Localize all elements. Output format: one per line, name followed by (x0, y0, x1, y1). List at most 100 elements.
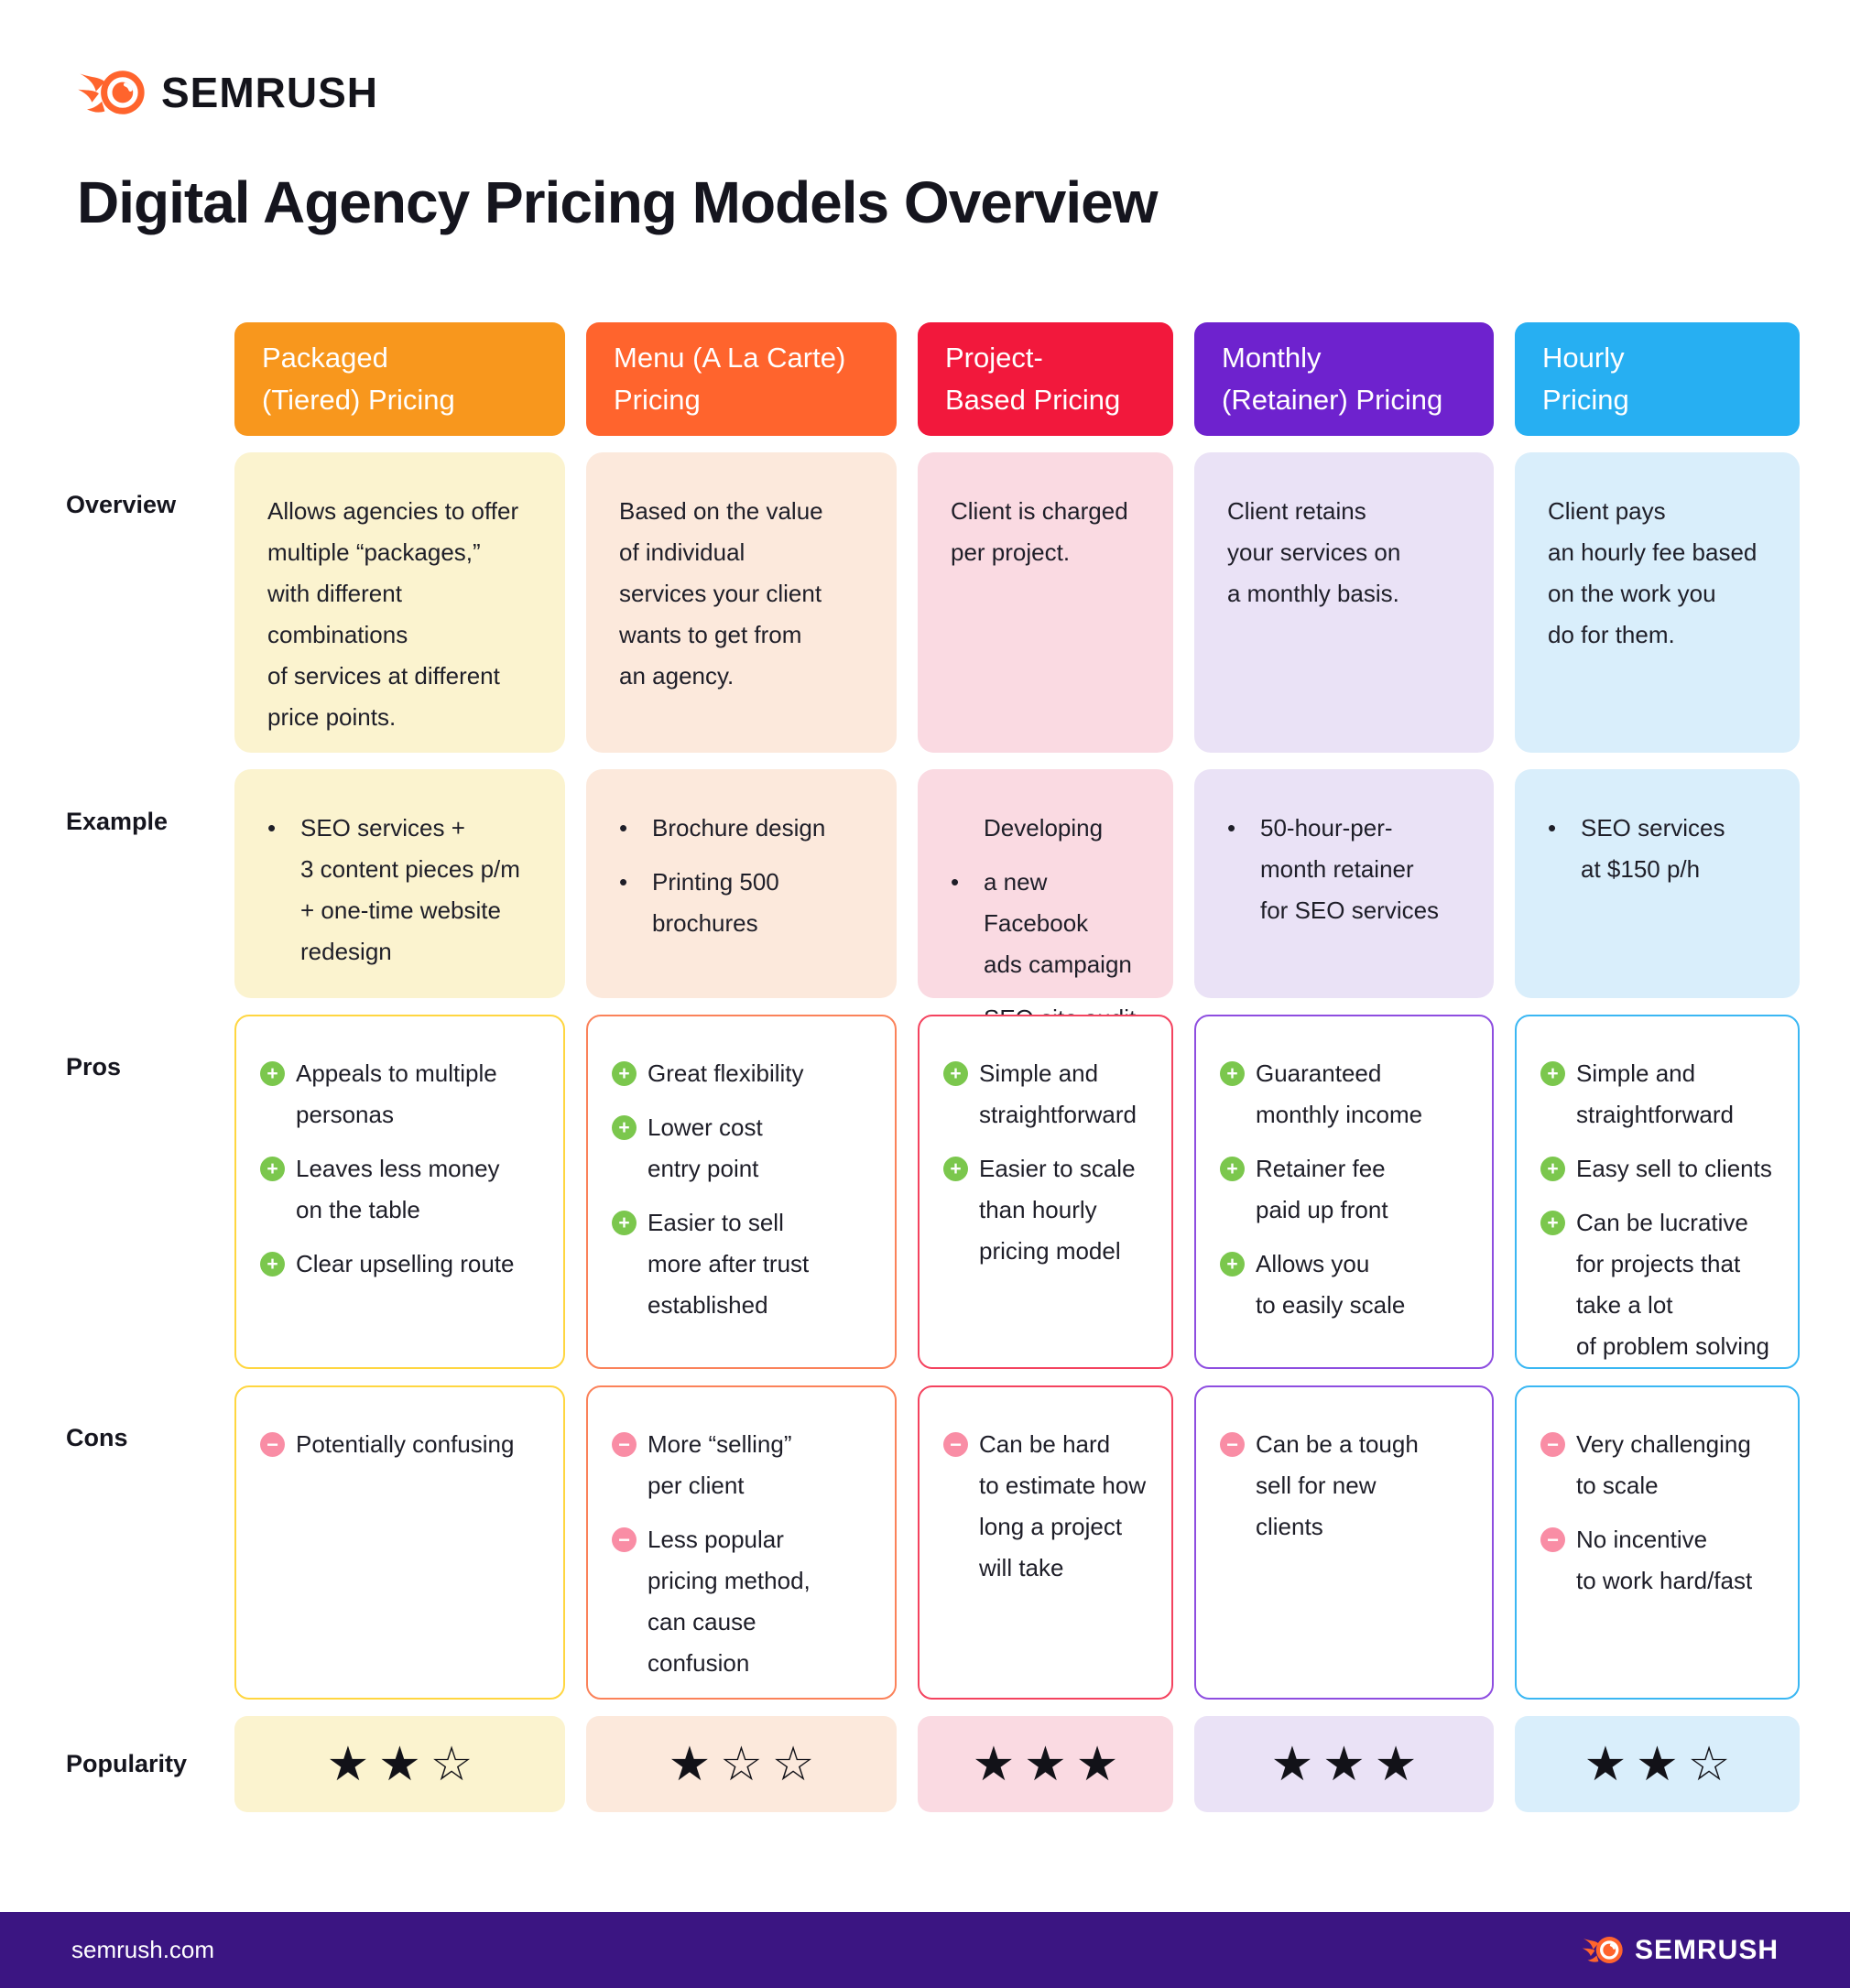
bullet-icon (951, 808, 973, 849)
popularity-cell: ★★★ (918, 1716, 1173, 1813)
example-cell: • SEO services at $150 p/h (1515, 769, 1800, 999)
list-item: Developing (951, 808, 1149, 849)
row-label-example: Example (66, 808, 169, 836)
plus-icon (260, 1252, 285, 1277)
popularity-cell: ★★★ (1194, 1716, 1494, 1813)
row-label-pros: Pros (66, 1053, 122, 1081)
bullet-icon: • (619, 814, 628, 842)
list-item: • Printing 500 brochures (619, 862, 873, 944)
pros-card: Guaranteed monthly income Retainer fee p… (1194, 1015, 1494, 1370)
star-rating: ★★☆ (326, 1737, 483, 1791)
footer: semrush.com SEMRUSH (0, 1912, 1850, 1988)
bullet-icon: • (1227, 814, 1236, 842)
row-label-cons: Cons (66, 1424, 128, 1452)
minus-icon (1540, 1432, 1565, 1458)
pro-item: Great flexibility (612, 1053, 875, 1094)
plus-icon (612, 1211, 637, 1236)
overview-cell: Client is charged per project. (918, 452, 1173, 754)
pros-card: Simple and straightforward Easy sell to … (1515, 1015, 1800, 1370)
example-cell: • Brochure design • Printing 500 brochures (586, 769, 897, 999)
cons-card: Can be a tough sell for new clients (1194, 1385, 1494, 1700)
overview-cell: Client retains your services on a monthl… (1194, 452, 1494, 754)
list-item: • Brochure design (619, 808, 873, 849)
semrush-flame-icon (78, 71, 145, 114)
column-header-packaged-tiered: Packaged (Tiered) Pricing (234, 322, 565, 437)
plus-icon (1540, 1157, 1565, 1182)
example-cell: • SEO services + 3 content pieces p/m + o… (234, 769, 565, 999)
pro-item: Simple and straightforward (943, 1053, 1151, 1135)
cons-card: Potentially confusing (234, 1385, 565, 1700)
star-rating: ★★★ (1270, 1737, 1427, 1791)
plus-icon (260, 1157, 285, 1182)
star-rating: ★☆☆ (668, 1737, 824, 1791)
pro-item: Simple and straightforward (1540, 1053, 1778, 1135)
semrush-logo-footer: SEMRUSH (1582, 1935, 1779, 1966)
pro-item: Allows you to easily scale (1220, 1244, 1472, 1326)
pro-item: Easier to sell more after trust establis… (612, 1202, 875, 1326)
plus-icon (612, 1061, 637, 1087)
plus-icon (1540, 1061, 1565, 1087)
minus-icon (1220, 1432, 1245, 1458)
footer-url[interactable]: semrush.com (71, 1936, 215, 1963)
star-rating: ★★☆ (1583, 1737, 1740, 1791)
overview-cell: Allows agencies to offer multiple “packa… (234, 452, 565, 754)
plus-icon (1220, 1061, 1245, 1087)
minus-icon (612, 1527, 637, 1553)
con-item: Very challenging to scale (1540, 1424, 1778, 1506)
cons-card: Can be hard to estimate how long a proje… (918, 1385, 1173, 1700)
con-item: No incentive to work hard/fast (1540, 1519, 1778, 1602)
plus-icon (612, 1115, 637, 1141)
overview-cell: Client pays an hourly fee based on the w… (1515, 452, 1800, 754)
pro-item: Retainer fee paid up front (1220, 1148, 1472, 1231)
minus-icon (1540, 1527, 1565, 1553)
overview-cell: Based on the value of individual service… (586, 452, 897, 754)
pro-item: Lower cost entry point (612, 1107, 875, 1190)
column-header-project-based: Project- Based Pricing (918, 322, 1173, 437)
con-item: Can be hard to estimate how long a proje… (943, 1424, 1151, 1589)
pro-item: Leaves less money on the table (260, 1148, 543, 1231)
list-item: • SEO services + 3 content pieces p/m + o… (267, 808, 541, 972)
con-item: More “selling” per client (612, 1424, 875, 1506)
example-cell: Developing • a new Facebook ads campaign … (918, 769, 1173, 1032)
minus-icon (612, 1432, 637, 1458)
overview-text: Client retains your services on a monthl… (1227, 497, 1401, 608)
plus-icon (1540, 1211, 1565, 1236)
cons-card: Very challenging to scale No incentive t… (1515, 1385, 1800, 1700)
overview-text: Based on the value of individual service… (619, 497, 823, 690)
bullet-icon: • (951, 868, 960, 896)
pro-item: Clear upselling route (260, 1244, 543, 1285)
pro-item: Can be lucrative for projects that take … (1540, 1202, 1778, 1367)
bullet-icon: • (619, 868, 628, 896)
pro-item: Easy sell to clients (1540, 1148, 1778, 1190)
example-cell: • 50-hour-per- month retainer for SEO ser… (1194, 769, 1494, 999)
semrush-logo-text: SEMRUSH (1634, 1934, 1779, 1965)
pros-card: Simple and straightforward Easier to sca… (918, 1015, 1173, 1370)
overview-text: Client pays an hourly fee based on the w… (1548, 497, 1758, 649)
plus-icon (260, 1061, 285, 1087)
minus-icon (260, 1432, 285, 1458)
pro-item: Easier to scale than hourly pricing mode… (943, 1148, 1151, 1272)
bullet-icon: • (267, 814, 277, 842)
header-spacer (66, 322, 213, 436)
semrush-logo: SEMRUSH (77, 68, 1850, 117)
pros-card: Great flexibility Lower cost entry point… (586, 1015, 897, 1370)
cons-card: More “selling” per client Less popular p… (586, 1385, 897, 1700)
semrush-flame-icon (1582, 1937, 1623, 1963)
con-item: Less popular pricing method, can cause c… (612, 1519, 875, 1684)
list-item: • 50-hour-per- month retainer for SEO ser… (1227, 808, 1470, 931)
bullet-icon: • (1548, 814, 1557, 842)
overview-text: Allows agencies to offer multiple “packa… (267, 497, 519, 732)
pro-item: Appeals to multiple personas (260, 1053, 543, 1135)
plus-icon (943, 1157, 968, 1182)
con-item: Can be a tough sell for new clients (1220, 1424, 1472, 1548)
pro-item: Guaranteed monthly income (1220, 1053, 1472, 1135)
popularity-cell: ★★☆ (1515, 1716, 1800, 1813)
semrush-logo-text: SEMRUSH (161, 69, 379, 116)
column-header-monthly-retainer: Monthly (Retainer) Pricing (1194, 322, 1494, 437)
minus-icon (943, 1432, 968, 1458)
row-label-overview: Overview (66, 491, 177, 519)
popularity-cell: ★☆☆ (586, 1716, 897, 1813)
overview-text: Client is charged per project. (951, 497, 1128, 567)
plus-icon (1220, 1252, 1245, 1277)
page-header: SEMRUSH Digital Agency Pricing Models Ov… (0, 0, 1850, 234)
